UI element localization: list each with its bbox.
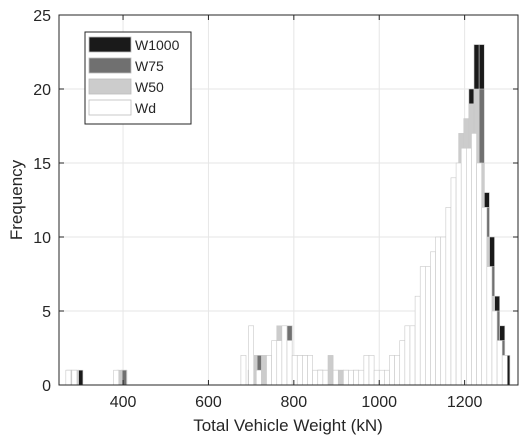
histogram-bar xyxy=(337,369,344,386)
histogram-bar xyxy=(302,355,308,386)
legend-label: W1000 xyxy=(135,37,180,53)
histogram-bar xyxy=(409,325,416,386)
histogram-bar xyxy=(276,340,283,386)
histogram-bar xyxy=(291,355,298,386)
histogram-bar xyxy=(348,369,354,386)
histogram-bar xyxy=(389,355,395,386)
histogram-bar xyxy=(404,325,411,386)
histogram-bar xyxy=(491,310,498,386)
histogram-bar xyxy=(399,340,406,386)
histogram-bar xyxy=(113,369,120,386)
histogram-bar xyxy=(368,355,375,386)
x-axis-label: Total Vehicle Weight (kN) xyxy=(193,416,383,435)
histogram-bar xyxy=(240,355,247,386)
legend-swatch xyxy=(88,57,132,74)
histogram-bar xyxy=(445,207,452,386)
legend-label: W75 xyxy=(135,58,164,74)
histogram-bar xyxy=(65,369,72,386)
histogram-bar xyxy=(248,325,255,386)
histogram-bar xyxy=(378,369,385,386)
legend-swatch xyxy=(88,99,132,116)
histogram-bar xyxy=(358,369,365,386)
histogram-bar xyxy=(481,207,488,386)
y-tick-label: 15 xyxy=(33,156,51,173)
histogram-bar xyxy=(307,355,313,386)
histogram-bar xyxy=(322,369,329,386)
histogram-bar xyxy=(476,162,482,386)
legend-label: W50 xyxy=(135,79,164,95)
bars xyxy=(65,44,511,386)
histogram-bar xyxy=(266,355,272,386)
histogram-bar xyxy=(440,236,447,386)
histogram-bar xyxy=(71,369,78,386)
x-tick-label: 600 xyxy=(195,394,222,411)
histogram-bar xyxy=(394,355,401,386)
histogram-bar xyxy=(384,369,390,386)
histogram-bar xyxy=(281,325,288,386)
legend-swatch xyxy=(88,78,132,95)
histogram-bar xyxy=(471,133,477,386)
y-axis-label: Frequency xyxy=(7,159,26,240)
y-tick-label: 10 xyxy=(33,230,51,247)
x-tick-label: 400 xyxy=(110,394,137,411)
histogram-bar xyxy=(353,369,360,386)
histogram-bar xyxy=(466,147,472,386)
histogram-bar xyxy=(414,295,421,386)
histogram-bar xyxy=(261,355,267,386)
histogram-bar xyxy=(486,266,493,386)
legend-swatch xyxy=(88,36,132,53)
histogram-bar xyxy=(430,251,436,386)
x-tick-label: 800 xyxy=(280,394,307,411)
x-tick-label: 1200 xyxy=(447,394,483,411)
histogram-bar xyxy=(363,355,370,386)
histogram-bar xyxy=(343,369,349,386)
histogram-bar xyxy=(296,355,303,386)
legend-label: Wd xyxy=(135,100,156,116)
histogram-bar xyxy=(317,369,324,386)
histogram-bar xyxy=(271,340,278,386)
histogram-bar xyxy=(373,369,380,386)
histogram-bar xyxy=(501,355,508,386)
histogram-bar xyxy=(327,355,334,386)
x-tick-label: 1000 xyxy=(361,394,397,411)
axis-ticks: 400 600 800 1000 1200 0 5 10 15 20 25 xyxy=(33,8,518,411)
histogram-bar xyxy=(455,162,462,386)
histogram-bar xyxy=(419,266,426,386)
histogram-bar xyxy=(425,266,431,386)
histogram-bar xyxy=(460,147,467,386)
histogram-bar xyxy=(332,369,339,386)
y-tick-label: 5 xyxy=(42,304,51,321)
histogram-bar xyxy=(255,369,262,386)
histogram-bar xyxy=(286,340,293,386)
histogram-bar xyxy=(450,177,457,386)
histogram-bar xyxy=(496,340,503,386)
legend: W1000 W75 W50 Wd xyxy=(84,31,192,125)
plot-frame xyxy=(58,14,519,386)
y-tick-label: 20 xyxy=(33,82,51,99)
histogram-bar xyxy=(312,369,319,386)
y-tick-label: 0 xyxy=(42,378,51,395)
histogram-bar xyxy=(435,236,442,386)
y-tick-label: 25 xyxy=(33,8,51,25)
